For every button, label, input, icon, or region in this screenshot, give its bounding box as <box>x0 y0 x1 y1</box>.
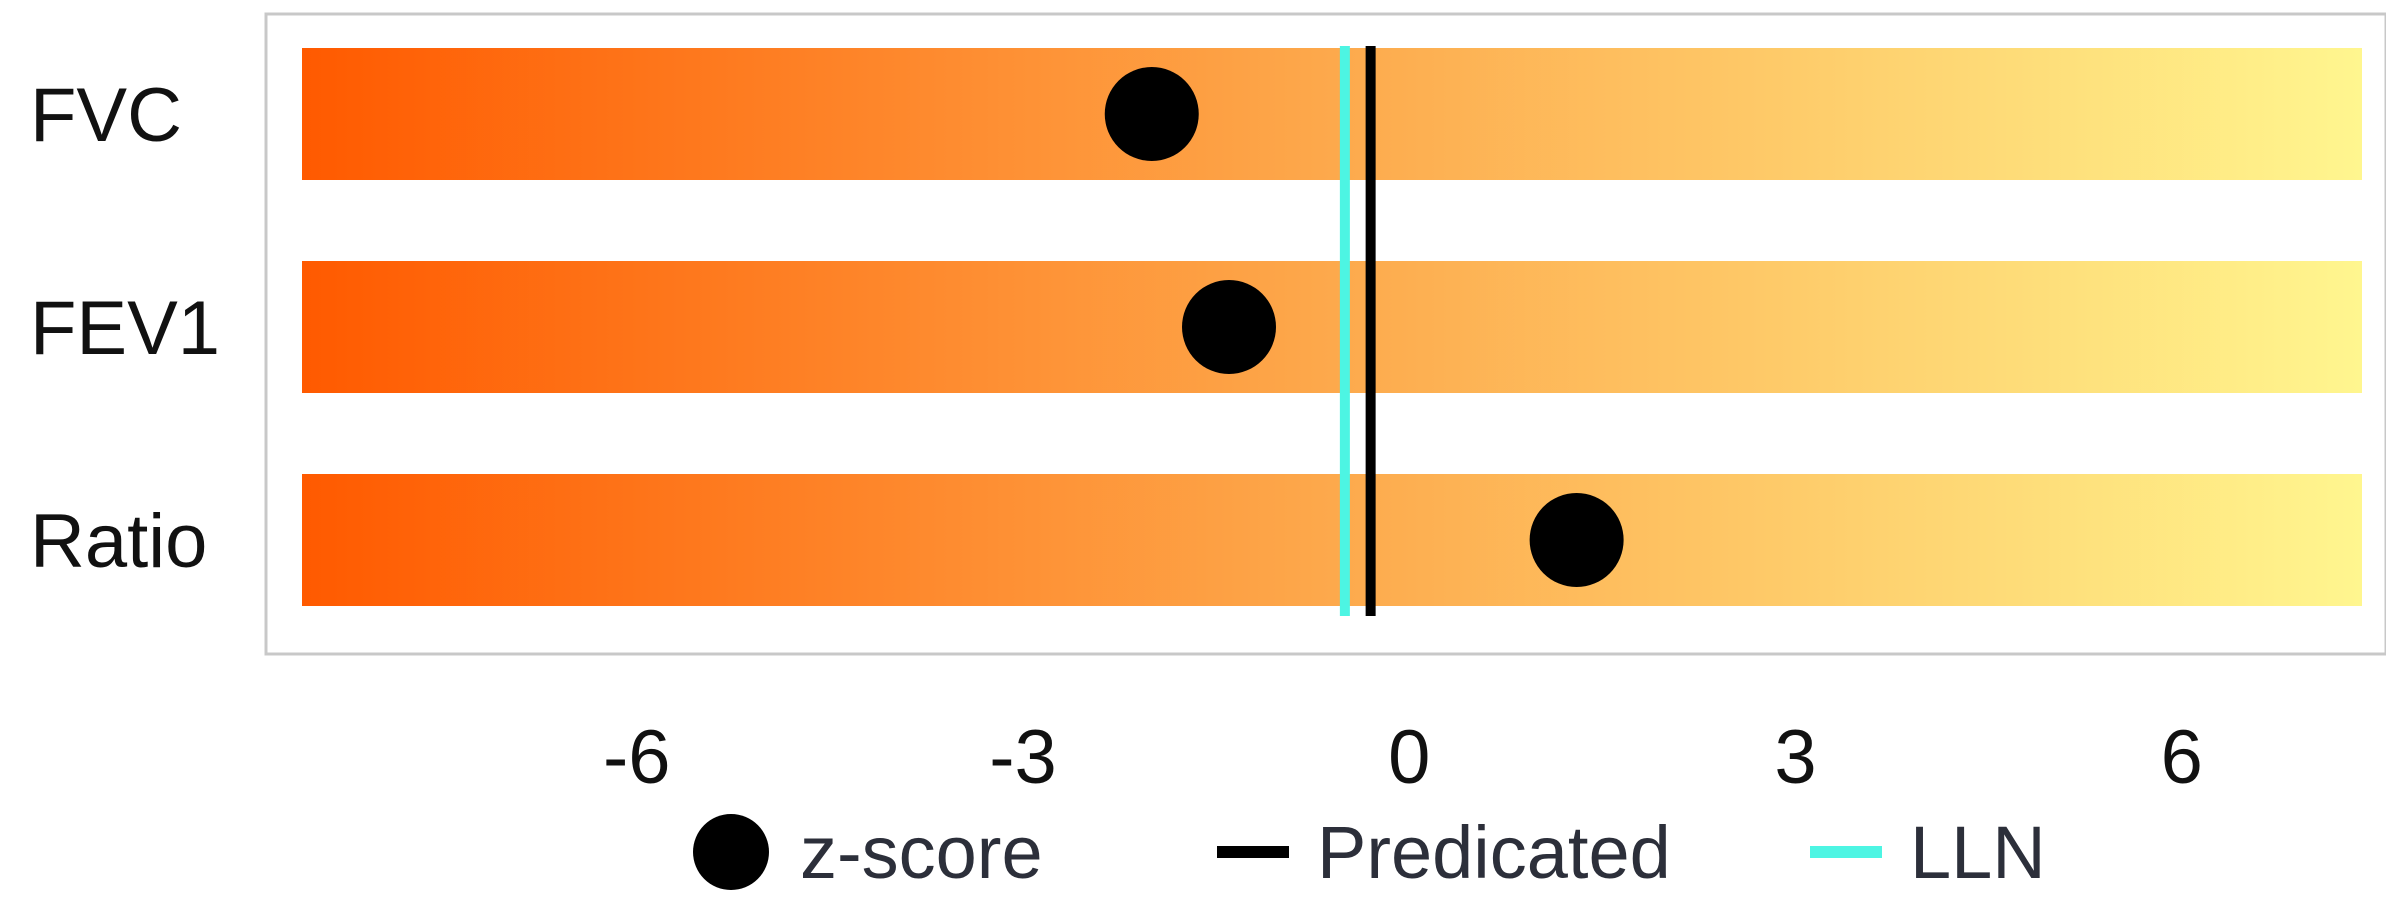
x-tick-6: 6 <box>2161 715 2203 800</box>
legend-z-score-label: z-score <box>800 811 1043 894</box>
legend-predicated-label: Predicated <box>1317 811 1671 894</box>
legend-z-score-marker <box>693 814 769 890</box>
bar-fvc <box>302 48 2362 180</box>
x-tick-0: 0 <box>1388 715 1430 800</box>
category-label-ratio: Ratio <box>30 499 207 584</box>
points-layer <box>1104 67 1624 587</box>
zscore-point-fvc <box>1104 67 1199 161</box>
x-tick-labels: -6 -3 0 3 6 <box>603 715 2203 800</box>
zscore-point-ratio <box>1529 493 1624 587</box>
category-label-fev1: FEV1 <box>30 286 220 371</box>
x-tick-6: -6 <box>603 715 671 800</box>
legend: z-score Predicated LLN <box>693 811 2046 894</box>
reference-lines-layer <box>1339 46 1376 616</box>
bars-layer <box>302 48 2362 606</box>
bar-ratio <box>302 474 2362 606</box>
category-labels: FVC FEV1 Ratio <box>30 73 220 584</box>
x-tick-3: 3 <box>1774 715 1816 800</box>
bar-fev1 <box>302 261 2362 393</box>
legend-lln-label: LLN <box>1910 811 2046 894</box>
x-tick-3: -3 <box>989 715 1057 800</box>
category-label-fvc: FVC <box>30 73 182 158</box>
zscore-point-fev1 <box>1182 280 1276 374</box>
